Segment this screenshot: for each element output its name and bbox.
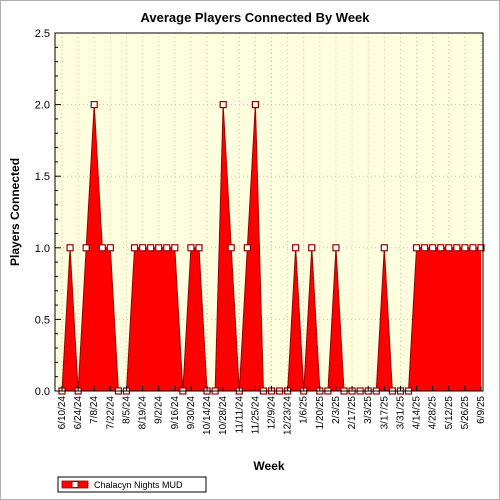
x-tick-label: 3/31/25 [395, 396, 406, 430]
data-point [412, 244, 421, 252]
x-tick-label: 8/19/24 [138, 396, 149, 430]
y-tick-label: 0.0 [35, 386, 50, 398]
x-tick-label: 7/22/24 [105, 396, 116, 430]
x-tick-label: 9/16/24 [170, 396, 181, 430]
x-tick-label: 7/8/24 [89, 396, 100, 424]
data-point [469, 244, 477, 252]
data-point [219, 100, 227, 109]
plot-border [54, 32, 484, 392]
x-tick-label: 10/14/24 [202, 396, 213, 435]
grid-lines [55, 33, 483, 391]
x-axis-label: Week [253, 459, 284, 473]
x-tick-label: 1/20/25 [315, 396, 326, 430]
x-tick-label: 12/23/24 [283, 396, 294, 435]
legend-label: Chalacyn Nights MUD [94, 480, 183, 490]
data-point [98, 244, 106, 252]
legend-box [57, 476, 207, 493]
x-tick-label: 9/30/24 [186, 396, 197, 430]
x-tick-label: 8/5/24 [121, 396, 132, 424]
data-point [429, 244, 437, 252]
legend-marker [71, 481, 79, 488]
chart-title: Average Players Connected By Week [140, 10, 370, 25]
data-point [332, 244, 340, 252]
x-tick-label: 5/12/25 [444, 396, 455, 430]
data-point [477, 244, 485, 252]
x-tick-label: 6/24/24 [73, 396, 84, 430]
data-point [437, 244, 445, 252]
data-point [90, 100, 98, 109]
x-tick-label: 1/6/25 [299, 396, 310, 424]
data-point [155, 244, 163, 252]
y-tick-label: 2.0 [35, 100, 50, 112]
x-tick-label: 2/17/25 [347, 396, 358, 430]
data-point [106, 244, 114, 252]
data-point [292, 244, 300, 252]
data-point [227, 244, 235, 252]
data-point [420, 244, 429, 252]
y-tick-label: 1.0 [35, 243, 50, 255]
data-point [138, 244, 147, 252]
x-tick-label: 6/9/25 [476, 396, 487, 424]
x-tick-label: 4/14/25 [412, 396, 423, 430]
x-tick-label: 5/26/25 [460, 396, 471, 430]
x-tick-label: 11/11/24 [234, 396, 245, 434]
data-point [130, 244, 139, 252]
x-tick-label: 3/3/25 [363, 396, 374, 424]
data-point [251, 100, 259, 109]
y-axis-label: Players Connected [8, 158, 22, 266]
data-point [147, 244, 155, 252]
x-tick-label: 11/25/24 [250, 396, 261, 435]
series-area [62, 104, 481, 391]
legend: Chalacyn Nights MUD [57, 476, 207, 493]
data-point [187, 244, 195, 252]
y-axis-ticks: 0.0 0.5 1.0 1.5 2.0 2.5 [35, 28, 61, 398]
data-point [243, 244, 251, 252]
data-point [445, 244, 453, 252]
x-tick-label: 10/28/24 [218, 396, 229, 435]
x-tick-label: 2/3/25 [331, 396, 342, 424]
data-point [195, 244, 203, 252]
data-point [308, 244, 316, 252]
data-point [163, 244, 171, 252]
y-tick-label: 2.5 [35, 28, 50, 40]
data-point [66, 244, 74, 252]
x-tick-label: 4/28/25 [428, 396, 439, 430]
x-tick-label: 12/9/24 [267, 396, 278, 430]
y-tick-label: 0.5 [35, 314, 50, 326]
data-point [82, 244, 90, 252]
x-tick-label: 9/2/24 [154, 396, 165, 424]
data-point [461, 244, 469, 252]
data-point [453, 244, 461, 252]
x-tick-label: 3/17/25 [379, 396, 390, 430]
x-tick-label: 6/10/24 [57, 396, 68, 430]
data-point [171, 244, 179, 252]
data-point [380, 244, 388, 252]
y-tick-label: 1.5 [35, 171, 50, 183]
x-axis-ticks: 6/10/24 6/24/24 7/8/24 7/22/24 8/5/24 8/19/24… [57, 386, 487, 435]
